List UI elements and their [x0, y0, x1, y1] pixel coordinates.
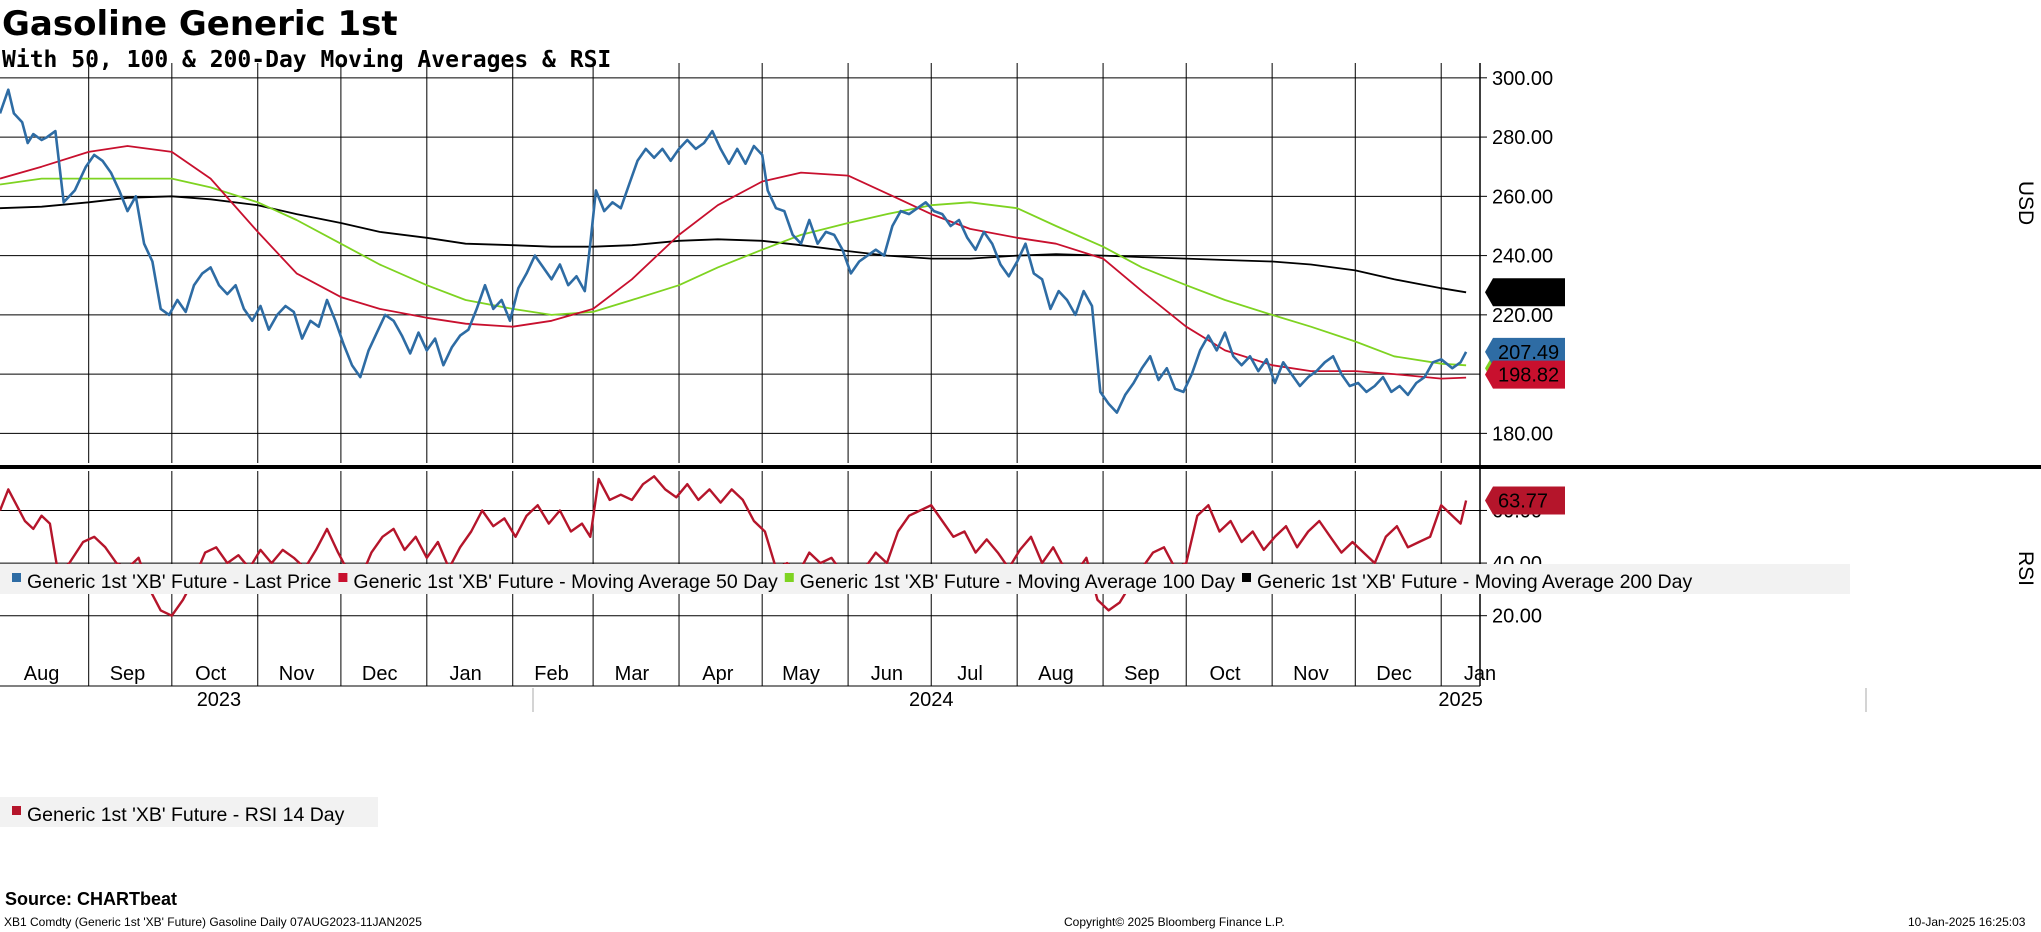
y-tick-label: 180.00 [1492, 423, 1553, 445]
y-tick-label: 220.00 [1492, 305, 1553, 327]
x-tick-label-month: Sep [110, 663, 146, 685]
y-tick-label: 280.00 [1492, 127, 1553, 149]
last-label-ma200-bg [1485, 278, 1565, 307]
legend-swatch [1242, 573, 1251, 582]
y-tick-label: 20.00 [1492, 606, 1542, 628]
x-tick-label-month: Apr [702, 663, 733, 685]
legend-entry: Generic 1st 'XB' Future - Moving Average… [353, 571, 778, 593]
legend-entry: Generic 1st 'XB' Future - RSI 14 Day [27, 804, 345, 826]
x-tick-label-month: Jan [449, 663, 481, 685]
legend-entry: Generic 1st 'XB' Future - Moving Average… [800, 571, 1235, 593]
x-tick-label-month: Oct [1209, 663, 1241, 685]
series-line-ma200 [0, 195, 1467, 294]
last-label-ma50: 198.82 [1498, 365, 1559, 387]
series-line-price [0, 88, 1468, 414]
x-tick-label-month: Aug [1038, 663, 1074, 685]
x-tick-label-year: 2025 [1438, 689, 1483, 711]
x-tick-label-month: May [782, 663, 820, 685]
price-legend-background [0, 564, 1850, 594]
last-label-price: 207.49 [1498, 342, 1559, 364]
x-tick-label-month: Jun [871, 663, 903, 685]
copyright-note: Copyright© 2025 Bloomberg Finance L.P. [1064, 915, 1285, 929]
x-axis: Aug Sep Oct Nov Dec Jan Feb Mar Apr May Jun Jul Aug S… [24, 663, 1496, 711]
ticker-info: XB1 Comdty (Generic 1st 'XB' Future) Gas… [4, 915, 422, 929]
x-tick-label-month: Jul [957, 663, 983, 685]
source-note: Source: CHARTbeat [5, 889, 178, 909]
x-tick-label-year: 2024 [909, 689, 954, 711]
rsi-legend-background [0, 797, 378, 827]
x-tick-label-month: Aug [24, 663, 60, 685]
y-tick-label: 240.00 [1492, 246, 1553, 268]
legend-swatch [12, 806, 21, 815]
legend-swatch [784, 573, 794, 582]
last-label-ma50-bg [1485, 360, 1565, 389]
y-tick-label: 260.00 [1492, 186, 1553, 208]
x-tick-label-month: Feb [534, 663, 568, 685]
last-label-rsi: 63.77 [1498, 491, 1548, 513]
series-line-rsi [0, 475, 1468, 617]
x-tick-label-month: Jan [1464, 663, 1496, 685]
legend-group: Generic 1st 'XB' Future - Last Price Gene… [0, 564, 1850, 827]
y-axis-title-rsi: RSI [2014, 551, 2037, 586]
series-line-ma100 [0, 177, 1467, 367]
x-tick-label-month: Oct [195, 663, 227, 685]
chart-frame [0, 63, 2041, 712]
y-tick-label: 300.00 [1492, 68, 1553, 90]
last-label-ma200: 227.61 [1498, 282, 1559, 304]
legend-entry: Generic 1st 'XB' Future - Moving Average… [1257, 571, 1692, 593]
x-tick-label-month: Mar [615, 663, 650, 685]
legend-swatch [12, 573, 21, 582]
y-axis-title-price: USD [2014, 181, 2037, 225]
chart-subtitle: With 50, 100 & 200-Day Moving Averages &… [2, 47, 612, 73]
x-tick-label-month: Dec [362, 663, 398, 685]
series-group [0, 88, 1468, 617]
x-tick-label-month: Dec [1376, 663, 1412, 685]
x-tick-label-year: 2023 [197, 689, 242, 711]
chart-title: Gasoline Generic 1st [2, 4, 398, 44]
legend-swatch [338, 573, 348, 582]
last-label-rsi-bg [1485, 486, 1565, 515]
x-tick-label-month: Nov [1293, 663, 1329, 685]
x-tick-label-month: Sep [1124, 663, 1160, 685]
x-tick-label-month: Nov [279, 663, 315, 685]
series-line-ma50 [0, 145, 1467, 380]
legend-entry: Generic 1st 'XB' Future - Last Price [27, 571, 331, 593]
timestamp: 10-Jan-2025 16:25:03 [1908, 915, 2026, 929]
last-label-price-bg [1485, 337, 1565, 366]
